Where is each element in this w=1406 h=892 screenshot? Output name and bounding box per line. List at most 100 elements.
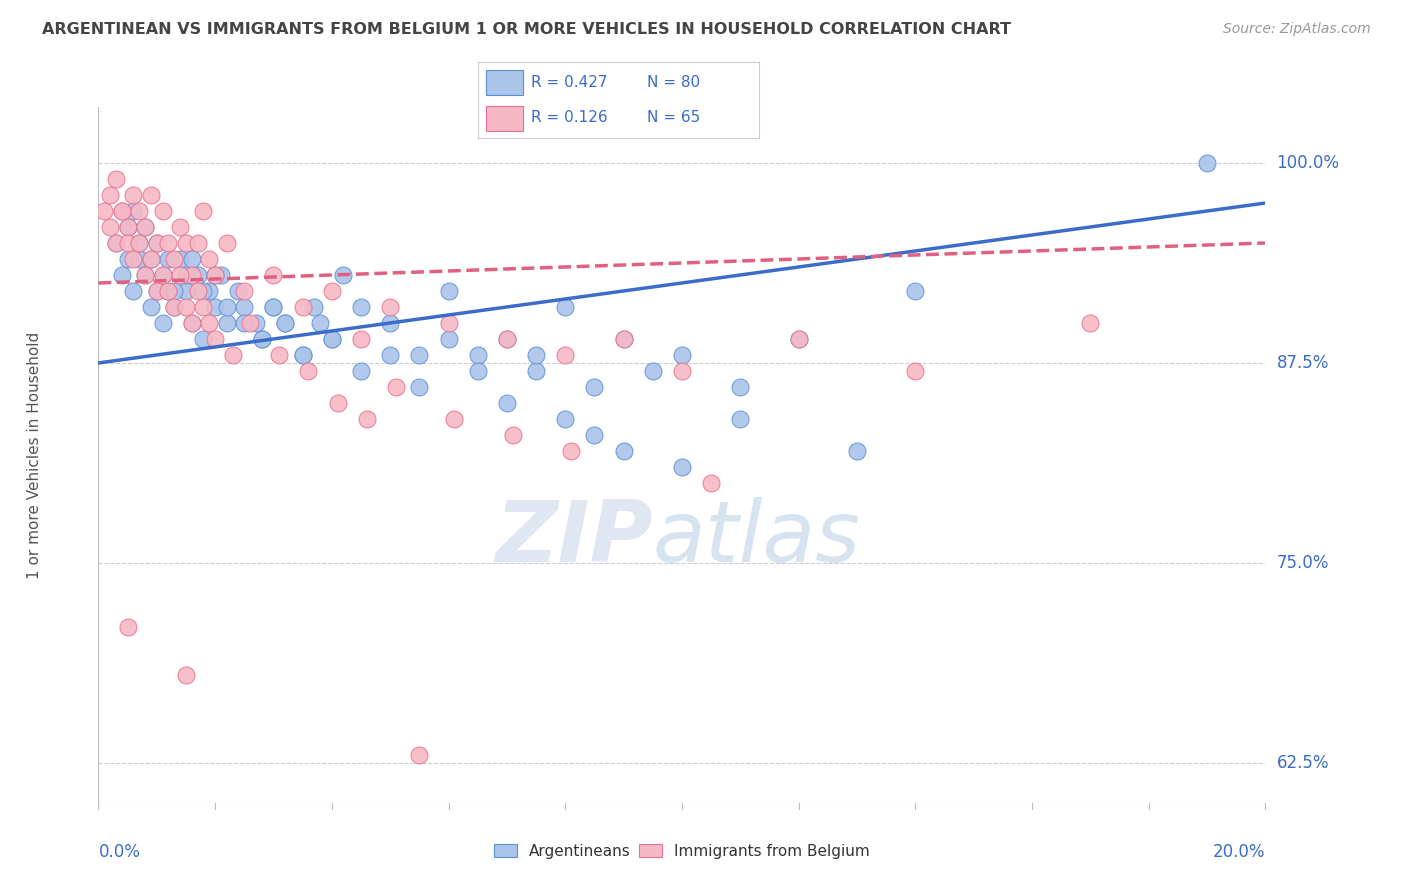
Point (111, 204, 134, 219)
Point (378, 348, 402, 362)
Point (204, 268, 226, 282)
Point (169, 268, 191, 282)
Point (304, 300, 326, 314)
Point (174, 235, 197, 250)
Point (139, 188, 162, 202)
Point (233, 300, 256, 314)
Point (98, 188, 121, 202)
Point (198, 284, 221, 298)
Point (104, 172, 127, 186)
Point (495, 332, 517, 346)
Point (198, 252, 221, 266)
Point (350, 300, 373, 314)
Point (583, 428, 606, 442)
Point (443, 412, 465, 426)
Point (152, 268, 174, 282)
Point (104, 235, 127, 250)
Point (262, 300, 284, 314)
Point (239, 316, 262, 330)
Point (193, 204, 215, 219)
Point (437, 332, 460, 346)
Text: N = 80: N = 80 (647, 76, 700, 90)
Point (117, 252, 139, 266)
Point (291, 348, 314, 362)
Point (228, 284, 250, 298)
Point (309, 316, 332, 330)
Point (134, 219, 156, 234)
Point (612, 332, 634, 346)
Text: Source: ZipAtlas.com: Source: ZipAtlas.com (1223, 22, 1371, 37)
Point (146, 284, 169, 298)
Bar (486, 70, 523, 95)
Point (326, 396, 349, 410)
Point (269, 348, 291, 362)
Point (117, 219, 139, 234)
Point (174, 284, 197, 298)
Point (134, 268, 156, 282)
Point (560, 444, 582, 458)
Point (180, 252, 202, 266)
Point (554, 300, 576, 314)
Point (98, 219, 121, 234)
Point (152, 316, 174, 330)
Point (502, 428, 524, 442)
Point (204, 300, 226, 314)
Point (163, 252, 186, 266)
Point (350, 364, 373, 378)
Point (122, 188, 145, 202)
Point (1080, 316, 1102, 330)
Point (730, 412, 752, 426)
Point (250, 332, 273, 346)
Point (157, 284, 180, 298)
Point (117, 620, 139, 634)
Point (904, 364, 927, 378)
Point (187, 284, 209, 298)
Point (437, 284, 460, 298)
Point (321, 332, 343, 346)
Point (215, 235, 238, 250)
Point (187, 268, 209, 282)
Point (169, 252, 191, 266)
Point (845, 444, 868, 458)
Point (350, 332, 373, 346)
Point (174, 300, 197, 314)
Point (787, 332, 810, 346)
Point (157, 284, 180, 298)
Point (321, 332, 343, 346)
Point (180, 268, 202, 282)
Point (93, 204, 115, 219)
Point (198, 316, 221, 330)
Point (193, 300, 215, 314)
Point (291, 300, 314, 314)
Point (332, 268, 354, 282)
Point (193, 284, 215, 298)
Point (215, 300, 238, 314)
Point (180, 316, 202, 330)
Point (378, 316, 402, 330)
Text: 87.5%: 87.5% (1277, 354, 1329, 372)
Point (356, 412, 378, 426)
Point (163, 300, 186, 314)
Point (467, 364, 489, 378)
Point (146, 284, 169, 298)
Point (583, 380, 606, 394)
Point (612, 332, 634, 346)
Point (139, 252, 162, 266)
Legend: Argentineans, Immigrants from Belgium: Argentineans, Immigrants from Belgium (488, 838, 876, 864)
Point (437, 316, 460, 330)
Text: 0.0%: 0.0% (98, 843, 141, 861)
Point (174, 668, 197, 682)
Point (157, 235, 180, 250)
Point (128, 204, 150, 219)
Point (467, 348, 489, 362)
Point (291, 348, 314, 362)
Bar (486, 105, 523, 130)
Point (671, 348, 693, 362)
Point (215, 316, 238, 330)
Text: 1 or more Vehicles in Household: 1 or more Vehicles in Household (27, 331, 42, 579)
Point (262, 300, 284, 314)
Point (111, 268, 134, 282)
Point (139, 252, 162, 266)
Point (730, 380, 752, 394)
Point (122, 284, 145, 298)
